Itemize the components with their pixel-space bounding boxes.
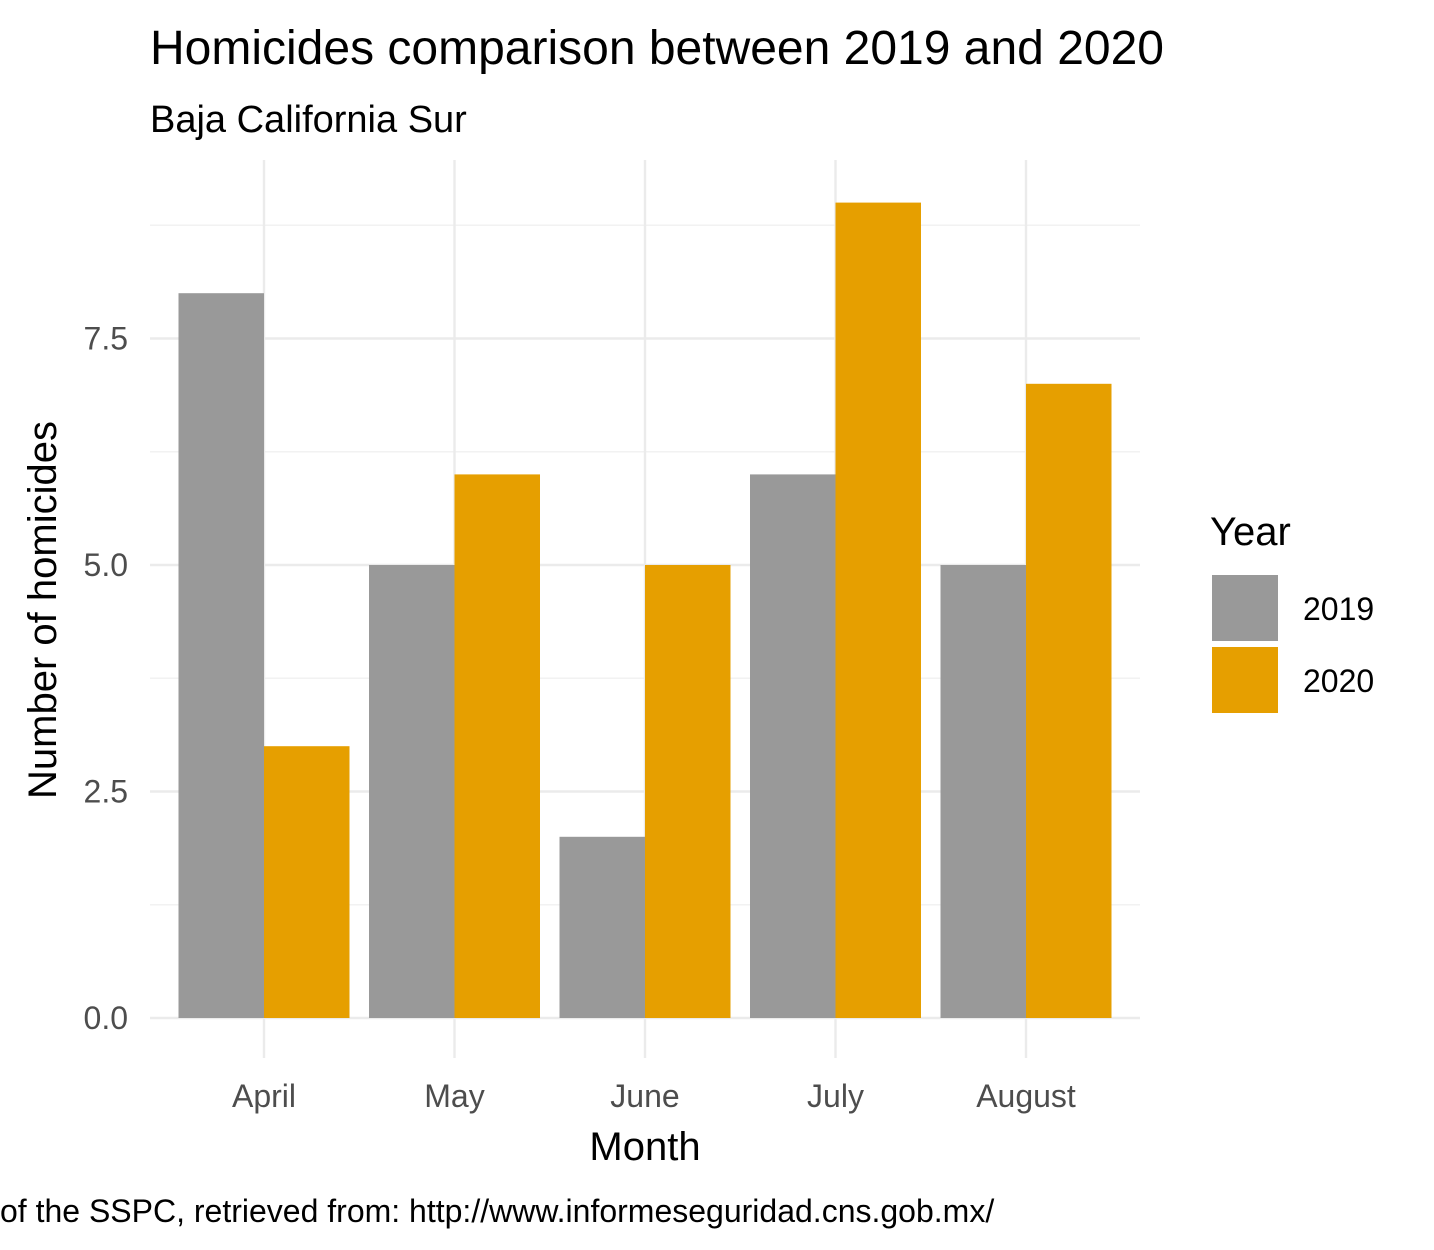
bar-august-2019 [940,565,1026,1018]
x-axis-ticks: April May June July August [232,1078,1076,1114]
legend-key-2019 [1212,575,1278,641]
y-tick-label: 5.0 [84,547,128,583]
x-tick-label: May [424,1078,484,1114]
chart-subtitle: Baja California Sur [150,99,467,141]
legend-label: 2020 [1303,663,1374,699]
bar-june-2020 [645,565,731,1018]
plot-area: 0.0 2.5 5.0 7.5 April May June July August [84,160,1140,1114]
x-tick-label: August [976,1078,1076,1114]
bars [178,202,1112,1019]
y-axis-ticks: 0.0 2.5 5.0 7.5 [84,321,128,1037]
y-tick-label: 0.0 [84,1000,128,1036]
y-tick-label: 7.5 [84,321,128,357]
legend-label: 2019 [1303,591,1374,627]
legend-title: Year [1210,510,1291,554]
x-tick-label: April [232,1078,296,1114]
y-axis-title: Number of homicides [21,421,65,799]
bar-april-2019 [178,293,264,1018]
bar-july-2019 [750,474,836,1018]
bar-april-2020 [264,746,350,1018]
bar-june-2019 [559,836,645,1018]
chart-title: Homicides comparison between 2019 and 20… [150,22,1164,75]
y-tick-label: 2.5 [84,774,128,810]
x-axis-title: Month [589,1125,700,1169]
chart-caption: of the SSPC, retrieved from: http://www.… [0,1193,994,1229]
legend-items: 2019 2020 [1212,575,1374,713]
bar-may-2020 [454,474,540,1018]
x-tick-label: July [807,1078,864,1114]
bar-may-2019 [369,565,455,1018]
x-tick-label: June [610,1078,679,1114]
bar-july-2020 [835,202,921,1019]
legend-key-2020 [1212,647,1278,713]
bar-august-2020 [1026,383,1112,1018]
legend: Year 2019 2020 [1210,510,1374,713]
